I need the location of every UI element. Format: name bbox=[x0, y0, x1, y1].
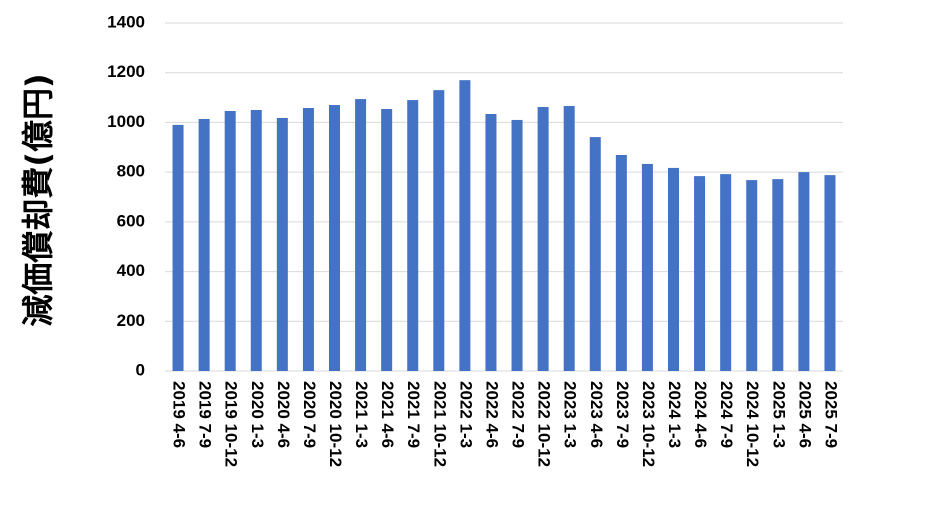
bar bbox=[172, 124, 184, 372]
bar bbox=[329, 105, 340, 372]
y-tick-label: 0 bbox=[136, 360, 145, 379]
x-tick-label: 2024 10-12 bbox=[743, 381, 762, 467]
bar bbox=[772, 179, 784, 371]
bar bbox=[589, 137, 601, 371]
x-tick-label: 2019 7-9 bbox=[196, 381, 215, 448]
y-tick-label: 1400 bbox=[107, 12, 145, 31]
bar bbox=[224, 110, 236, 371]
x-tick-label: 2023 4-6 bbox=[587, 381, 606, 448]
bar bbox=[720, 174, 732, 371]
x-tick-label: 2025 4-6 bbox=[795, 381, 814, 448]
bar bbox=[824, 175, 836, 371]
x-tick-label: 2023 1-3 bbox=[561, 381, 580, 448]
bar bbox=[381, 109, 393, 372]
x-tick-label: 2021 7-9 bbox=[404, 381, 423, 448]
bar bbox=[563, 106, 575, 371]
x-tick-label: 2021 4-6 bbox=[378, 381, 397, 448]
bar bbox=[459, 80, 471, 372]
bar bbox=[407, 100, 419, 372]
y-tick-label: 1000 bbox=[107, 112, 145, 131]
x-tick-label: 2021 1-3 bbox=[352, 381, 371, 448]
x-tick-label: 2021 10-12 bbox=[430, 381, 449, 467]
y-tick-label: 200 bbox=[117, 311, 145, 330]
bar bbox=[641, 163, 653, 371]
y-tick-label: 400 bbox=[117, 261, 145, 280]
x-tick-label: 2022 10-12 bbox=[535, 381, 554, 467]
bar bbox=[694, 176, 706, 371]
bar bbox=[746, 180, 758, 371]
bar bbox=[276, 117, 288, 371]
x-tick-label: 2020 4-6 bbox=[274, 381, 293, 448]
y-tick-label: 600 bbox=[117, 211, 145, 230]
bar bbox=[433, 90, 445, 371]
y-tick-label: 800 bbox=[117, 162, 145, 181]
x-tick-label: 2020 7-9 bbox=[300, 381, 319, 448]
x-tick-label: 2023 7-9 bbox=[613, 381, 632, 448]
x-tick-label: 2019 10-12 bbox=[222, 381, 241, 467]
x-tick-label: 2024 7-9 bbox=[717, 381, 736, 448]
x-tick-label: 2022 1-3 bbox=[456, 381, 475, 448]
y-tick-label: 1200 bbox=[107, 62, 145, 81]
x-tick-label: 2019 4-6 bbox=[170, 381, 189, 448]
x-tick-label: 2022 7-9 bbox=[509, 381, 528, 448]
bar bbox=[537, 107, 549, 371]
x-tick-label: 2020 10-12 bbox=[326, 381, 345, 467]
bar bbox=[485, 113, 497, 371]
bar bbox=[355, 99, 367, 371]
bar bbox=[668, 167, 679, 371]
x-tick-label: 2020 1-3 bbox=[248, 381, 267, 448]
x-tick-label: 2023 10-12 bbox=[639, 381, 658, 467]
bar bbox=[302, 108, 314, 372]
x-tick-label: 2025 7-9 bbox=[821, 381, 840, 448]
x-tick-label: 2024 4-6 bbox=[691, 381, 710, 448]
x-tick-label: 2022 4-6 bbox=[482, 381, 501, 448]
bar bbox=[511, 119, 523, 371]
y-axis-label: 減価償却費(億円) bbox=[19, 73, 57, 326]
bar bbox=[615, 154, 627, 371]
bar bbox=[250, 110, 262, 371]
bar bbox=[198, 118, 210, 371]
x-tick-label: 2024 1-3 bbox=[665, 381, 684, 448]
bar bbox=[798, 172, 810, 371]
x-tick-label: 2025 1-3 bbox=[769, 381, 788, 448]
